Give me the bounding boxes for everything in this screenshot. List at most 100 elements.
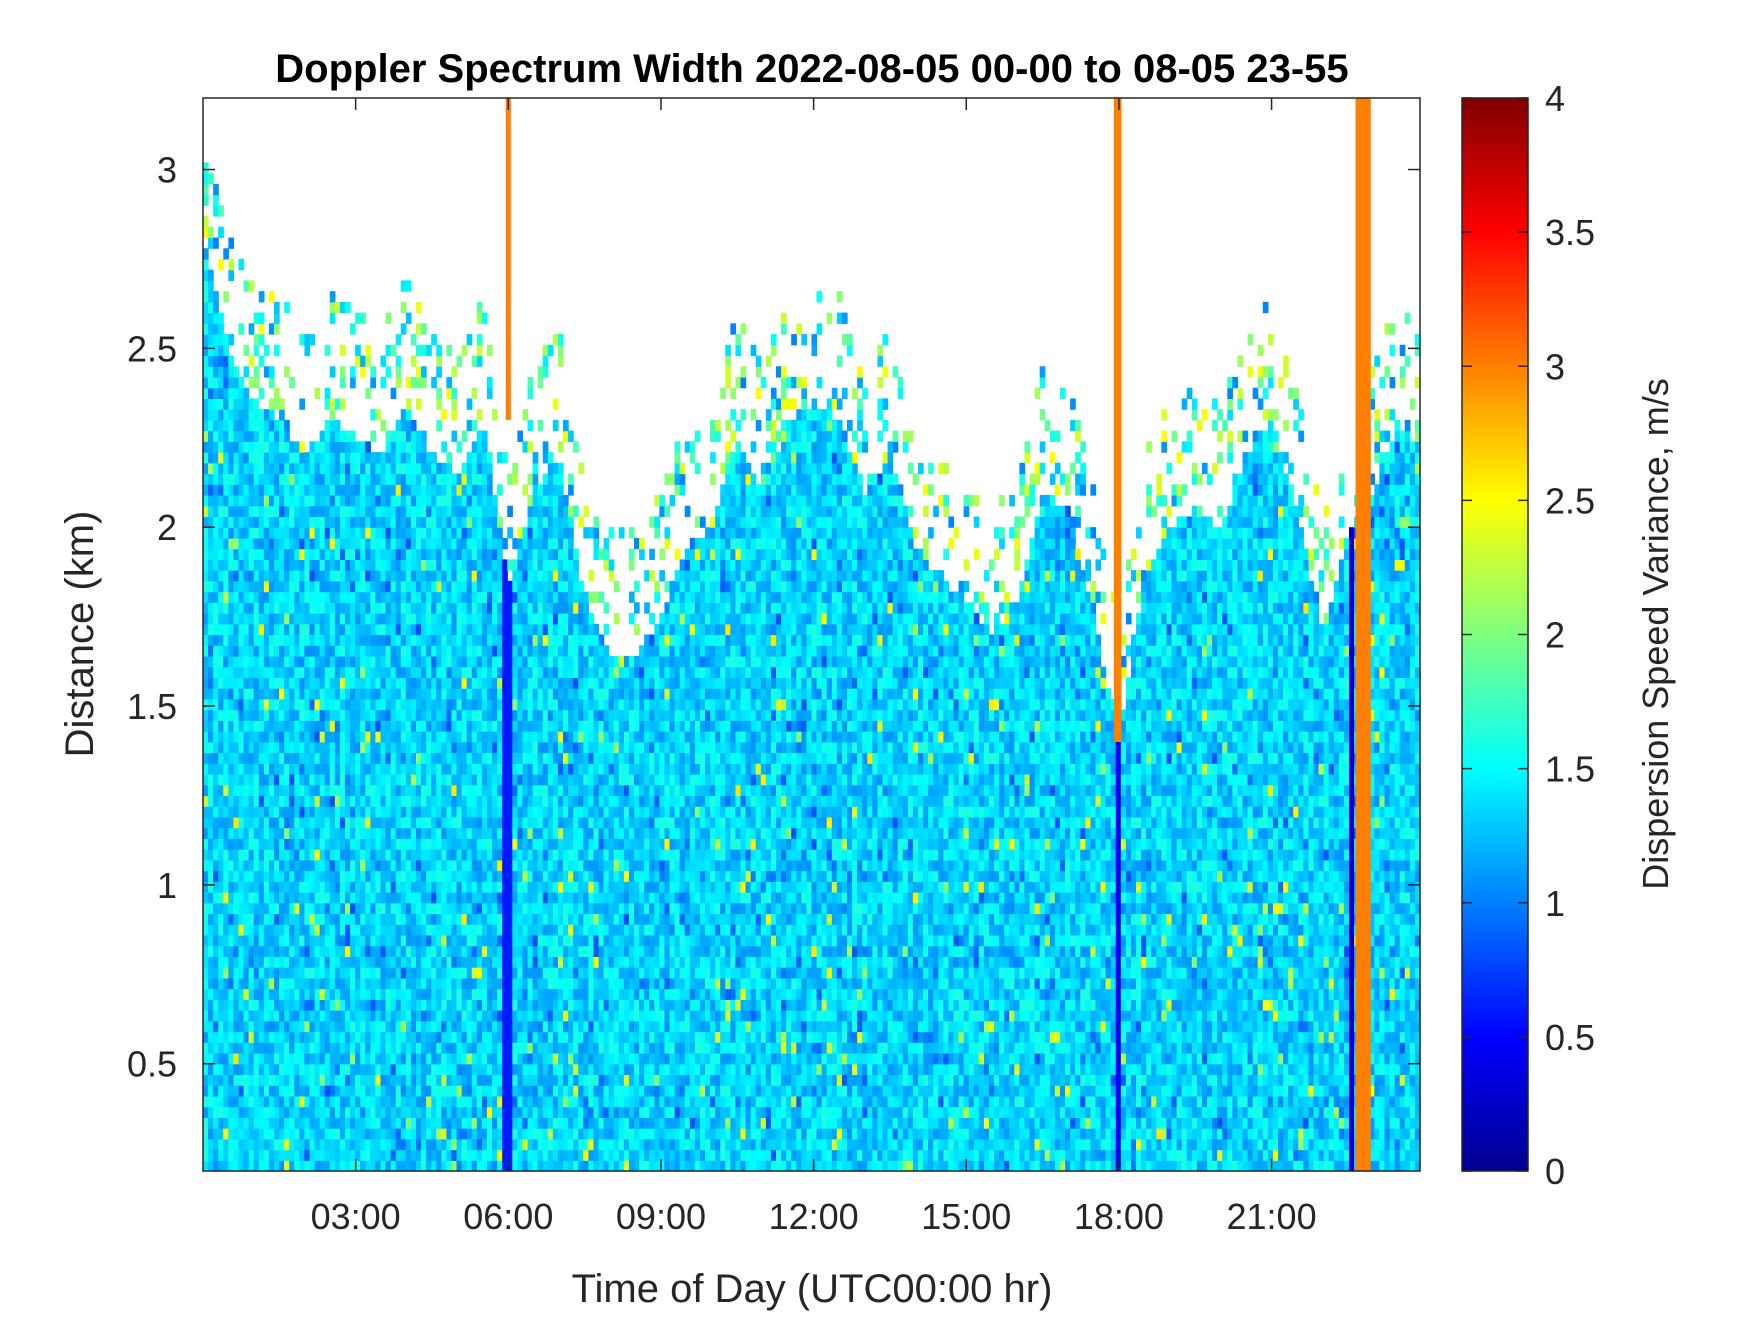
heatmap-cell: [243, 1074, 250, 1086]
heatmap-cell: [400, 913, 407, 925]
heatmap-cell: [446, 602, 453, 614]
heatmap-cell: [360, 945, 366, 957]
heatmap-cell: [370, 816, 377, 829]
heatmap-cell: [512, 1020, 518, 1033]
heatmap-cell: [248, 924, 255, 936]
heatmap-cell: [319, 977, 326, 990]
heatmap-cell: [268, 570, 275, 582]
heatmap-cell: [238, 452, 245, 464]
heatmap-cell: [446, 988, 453, 1000]
heatmap-cell: [228, 698, 235, 711]
heatmap-cell: [329, 870, 336, 882]
heatmap-cell: [405, 956, 412, 968]
heatmap-cell: [279, 924, 285, 936]
heatmap-cell: [365, 602, 371, 614]
heatmap-cell: [268, 956, 275, 968]
heatmap-cell: [304, 623, 311, 636]
heatmap-cell: [497, 645, 503, 657]
heatmap-cell: [299, 1010, 306, 1022]
heatmap-cell: [517, 548, 524, 560]
heatmap-cell: [279, 967, 285, 979]
heatmap-cell: [451, 677, 458, 689]
heatmap-cell: [456, 881, 463, 893]
heatmap-cell: [461, 688, 468, 700]
heatmap-cell: [258, 570, 265, 582]
heatmap-cell: [512, 731, 518, 743]
heatmap-cell: [248, 634, 255, 646]
heatmap-cell: [314, 666, 321, 679]
heatmap-cell: [512, 913, 518, 925]
heatmap-cell: [309, 827, 316, 839]
heatmap-cell: [385, 623, 392, 636]
heatmap-cell: [233, 505, 240, 518]
heatmap-cell: [410, 977, 417, 990]
heatmap-cell: [238, 934, 245, 947]
heatmap-cell: [228, 967, 235, 979]
heatmap-cell: [309, 731, 316, 743]
heatmap-cell: [527, 666, 534, 679]
heatmap-cell: [400, 1160, 407, 1172]
heatmap-cell: [426, 548, 432, 560]
heatmap-cell: [537, 1074, 544, 1086]
heatmap-cell: [339, 945, 346, 957]
heatmap-cell: [532, 666, 539, 679]
heatmap-cell: [446, 1149, 453, 1161]
heatmap-cell: [218, 720, 224, 732]
heatmap-cell: [492, 1031, 498, 1043]
heatmap-cell: [203, 870, 209, 882]
heatmap-cell: [527, 591, 534, 603]
heatmap-cell: [258, 334, 265, 346]
heatmap-cell: [436, 945, 442, 957]
heatmap-cell: [284, 537, 290, 550]
heatmap-cell: [390, 344, 397, 357]
heatmap-cell: [350, 720, 356, 732]
heatmap-cell: [299, 988, 306, 1000]
heatmap-cell: [248, 999, 255, 1011]
heatmap-cell: [456, 645, 463, 657]
heatmap-cell: [284, 1128, 290, 1140]
heatmap-cell: [304, 977, 311, 990]
heatmap-cell: [213, 849, 219, 861]
heatmap-cell: [446, 1106, 453, 1118]
heatmap-cell: [248, 709, 255, 721]
heatmap-cell: [228, 623, 235, 636]
heatmap-cell: [410, 1106, 417, 1118]
heatmap-cell: [273, 999, 280, 1011]
heatmap-cell: [279, 849, 285, 861]
heatmap-cell: [324, 1020, 331, 1033]
heatmap-cell: [436, 1117, 442, 1129]
heatmap-cell: [421, 655, 427, 668]
heatmap-cell: [532, 580, 539, 593]
heatmap-cell: [375, 784, 382, 797]
heatmap-cell: [421, 999, 427, 1011]
heatmap-cell: [456, 720, 463, 732]
heatmap-cell: [304, 1063, 311, 1076]
heatmap-cell: [461, 570, 468, 582]
heatmap-cell: [486, 977, 493, 990]
heatmap-cell: [486, 902, 493, 915]
heatmap-cell: [400, 495, 407, 507]
heatmap-cell: [228, 570, 235, 582]
heatmap-cell: [486, 376, 493, 389]
heatmap-cell: [248, 752, 255, 764]
heatmap-cell: [350, 376, 356, 389]
heatmap-cell: [208, 827, 214, 839]
heatmap-cell: [299, 763, 306, 775]
heatmap-cell: [471, 677, 478, 689]
heatmap-cell: [279, 795, 285, 807]
heatmap-cell: [213, 967, 219, 979]
heatmap-cell: [273, 430, 280, 442]
heatmap-cell: [223, 570, 229, 582]
heatmap-cell: [426, 934, 432, 947]
heatmap-cell: [400, 956, 407, 968]
heatmap-cell: [492, 516, 498, 528]
heatmap-cell: [289, 645, 295, 657]
heatmap-cell: [461, 892, 468, 904]
heatmap-cell: [375, 1160, 382, 1172]
heatmap-cell: [497, 580, 503, 593]
heatmap-cell: [324, 720, 331, 732]
heatmap-cell: [344, 1074, 351, 1086]
heatmap-cell: [441, 795, 447, 807]
heatmap-cell: [284, 784, 290, 797]
heatmap-cell: [228, 376, 235, 389]
